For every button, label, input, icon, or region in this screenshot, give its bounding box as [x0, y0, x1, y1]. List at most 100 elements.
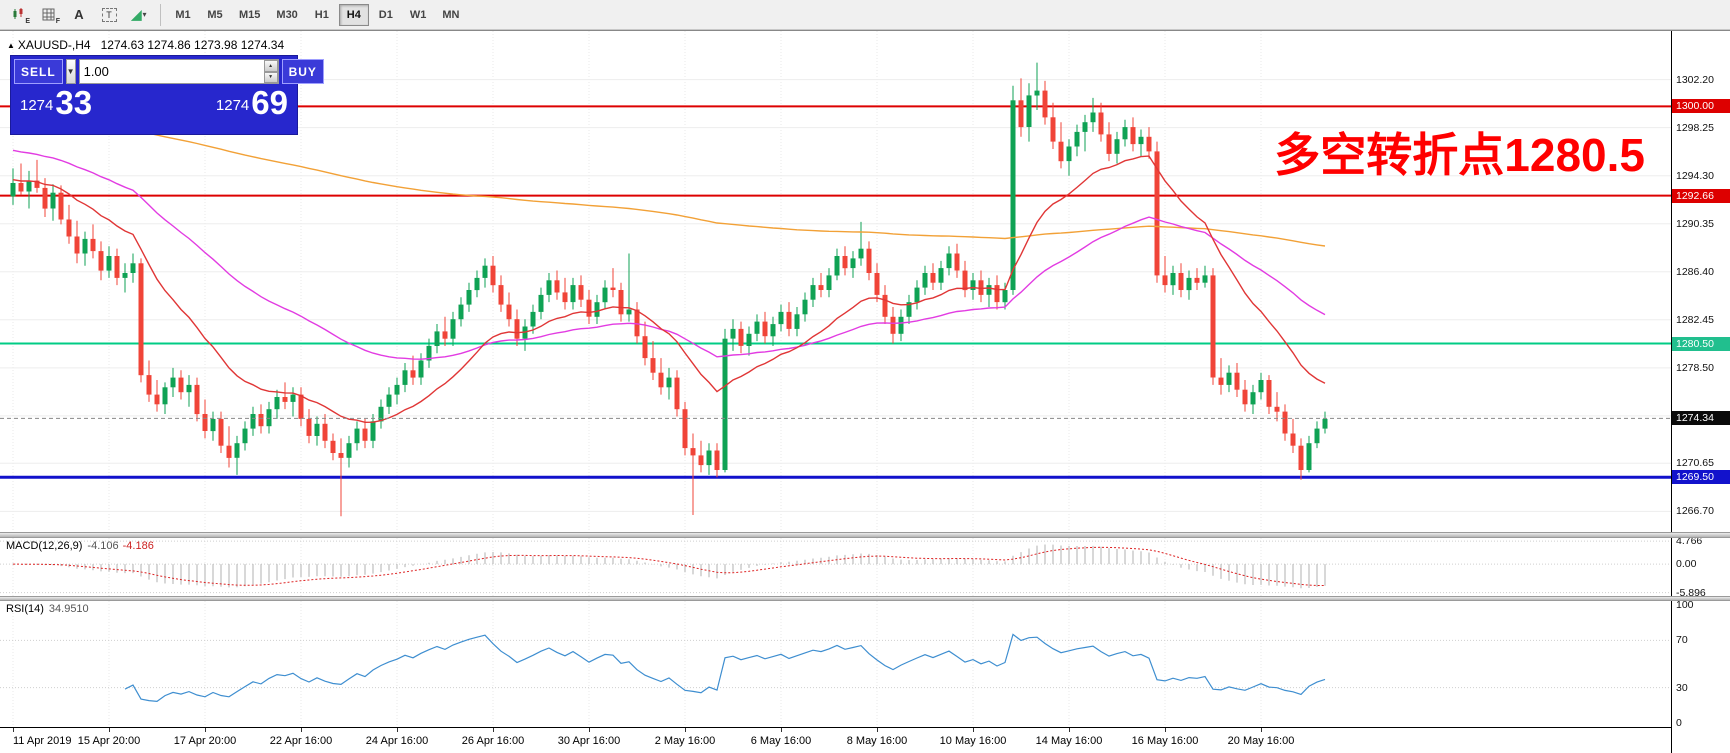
time-axis-label: 16 May 16:00	[1131, 735, 1199, 747]
time-tick	[205, 728, 206, 732]
time-tick	[1261, 728, 1262, 732]
time-axis[interactable]: 11 Apr 2019 15 Apr 20:00 17 Apr 20:00 22 Ap…	[0, 727, 1671, 753]
price-axis-label: 100	[1676, 599, 1694, 611]
time-tick	[973, 728, 974, 732]
price-axis-label: 30	[1676, 681, 1688, 694]
volume-dropdown[interactable]: ▼	[65, 59, 76, 84]
buy-price[interactable]: 1274 69	[215, 84, 288, 121]
price-axis-label: 1270.65	[1676, 457, 1714, 470]
time-tick	[781, 728, 782, 732]
stepper-down-icon[interactable]: ▼	[263, 71, 278, 83]
price-axis-label: 1290.35	[1676, 217, 1714, 230]
rsi-indicator-label: RSI(14) 34.9510	[6, 603, 89, 615]
time-tick	[493, 728, 494, 732]
price-level-label: 1269.50	[1672, 470, 1730, 485]
panel-divider[interactable]	[0, 532, 1730, 538]
timeframe-h1[interactable]: H1	[307, 4, 337, 26]
text-tool-icon[interactable]: A	[65, 3, 93, 27]
chevron-down-icon: ▼	[66, 67, 75, 76]
chart-window: ▲ XAUUSD-,H4 1274.63 1274.86 1273.98 1274.…	[0, 30, 1730, 753]
price-axis-label: 1266.70	[1676, 505, 1714, 518]
time-axis-label: 17 Apr 20:00	[173, 735, 237, 747]
symbol-ohlc: 1274.63 1274.86 1273.98 1274.34	[100, 38, 285, 52]
time-tick	[301, 728, 302, 732]
timeframe-m1[interactable]: M1	[168, 4, 198, 26]
timeframe-m15[interactable]: M15	[232, 4, 267, 26]
chevron-down-icon: ▾	[142, 10, 147, 19]
time-axis-label: 8 May 16:00	[846, 735, 908, 747]
icon-sub-label: F	[55, 17, 60, 25]
price-axis-label: 70	[1676, 634, 1688, 647]
symbol-marker-icon: ▲	[7, 41, 15, 50]
price-axis-label: -5.896	[1676, 586, 1706, 599]
price-level-label: 1300.00	[1672, 99, 1730, 114]
toolbar: E F A T ◢ ▾ M1 M5 M15 M30 H1 H4 D1 W1 MN	[0, 0, 1730, 30]
shapes-tool-icon[interactable]: ◢ ▾	[125, 3, 153, 27]
time-axis-label: 22 Apr 16:00	[269, 735, 333, 747]
sell-button[interactable]: SELL	[14, 59, 63, 84]
price-axis-label: 1286.40	[1676, 265, 1714, 278]
price-axis-label: 1278.50	[1676, 361, 1714, 374]
macd-canvas[interactable]	[0, 538, 1671, 596]
time-axis-label: 10 May 16:00	[939, 735, 1007, 747]
timeframe-h4[interactable]: H4	[338, 3, 369, 26]
time-tick	[877, 728, 878, 732]
ma-slow	[12, 118, 1326, 247]
time-axis-label: 2 May 16:00	[654, 735, 716, 747]
time-axis-label: 24 Apr 16:00	[365, 735, 429, 747]
timeframe-mn[interactable]: MN	[435, 4, 466, 26]
grid-icon[interactable]: F	[35, 3, 63, 27]
time-axis-label: 15 Apr 20:00	[77, 735, 141, 747]
time-tick	[589, 728, 590, 732]
trade-controls-row: SELL ▼ ▲ ▼ BUY	[14, 59, 324, 84]
price-level-label: 1292.66	[1672, 188, 1730, 203]
time-axis-label: 14 May 16:00	[1035, 735, 1103, 747]
price-axis-label: 1298.25	[1676, 121, 1714, 134]
volume-input[interactable]	[79, 60, 264, 83]
ma-fast	[12, 155, 1326, 424]
price-axis[interactable]: 1302.20 1298.25 1294.30 1290.35 1286.40 1282.…	[1671, 31, 1730, 753]
price-axis-label: 1294.30	[1676, 169, 1714, 182]
time-axis-label: 11 Apr 2019	[13, 735, 72, 747]
price-axis-label: 0	[1676, 717, 1682, 729]
symbol-name: XAUUSD-,H4	[17, 38, 91, 52]
time-axis-label: 26 Apr 16:00	[461, 735, 525, 747]
price-axis-label: 4.766	[1676, 535, 1703, 548]
textbox-tool-icon[interactable]: T	[95, 3, 123, 27]
time-axis-label: 20 May 16:00	[1227, 735, 1295, 747]
timeframe-m30[interactable]: M30	[269, 4, 304, 26]
price-level-label: 1280.50	[1672, 336, 1730, 351]
price-axis-label: 1282.45	[1676, 313, 1714, 326]
candlestick-glyph	[13, 7, 23, 19]
timeframe-w1[interactable]: W1	[403, 4, 434, 26]
chart-annotation-text: 多空转折点1280.5	[1274, 129, 1645, 181]
panel-divider[interactable]	[0, 596, 1730, 601]
trade-prices-row: 1274 33 1274 69	[14, 84, 294, 119]
time-axis-label: 6 May 16:00	[750, 735, 812, 747]
stepper-up-icon[interactable]: ▲	[263, 60, 278, 72]
sell-price[interactable]: 1274 33	[20, 84, 93, 121]
time-tick	[109, 728, 110, 732]
rsi-canvas[interactable]	[0, 601, 1671, 727]
ma-mid	[12, 149, 1326, 360]
time-tick	[1165, 728, 1166, 732]
buy-button[interactable]: BUY	[281, 59, 324, 84]
time-axis-label: 30 Apr 16:00	[557, 735, 621, 747]
price-level-label: 1274.34	[1672, 411, 1730, 426]
timeframe-group: M1 M5 M15 M30 H1 H4 D1 W1 MN	[167, 3, 467, 26]
volume-field-wrap: ▲ ▼	[78, 59, 279, 84]
grid-glyph	[42, 8, 55, 20]
time-tick	[685, 728, 686, 732]
price-axis-label: 1302.20	[1676, 73, 1714, 86]
toolbar-separator	[160, 3, 161, 26]
one-click-trading-panel: SELL ▼ ▲ ▼ BUY 1274 33 1274	[10, 55, 324, 135]
timeframe-m5[interactable]: M5	[200, 4, 230, 26]
volume-stepper: ▲ ▼	[263, 60, 278, 83]
time-tick	[13, 728, 14, 732]
icon-sub-label: E	[25, 17, 30, 25]
chart-template-icon[interactable]: E	[5, 3, 33, 27]
timeframe-d1[interactable]: D1	[371, 4, 401, 26]
symbol-header: ▲ XAUUSD-,H4 1274.63 1274.86 1273.98 1274.…	[7, 38, 284, 52]
time-tick	[397, 728, 398, 732]
